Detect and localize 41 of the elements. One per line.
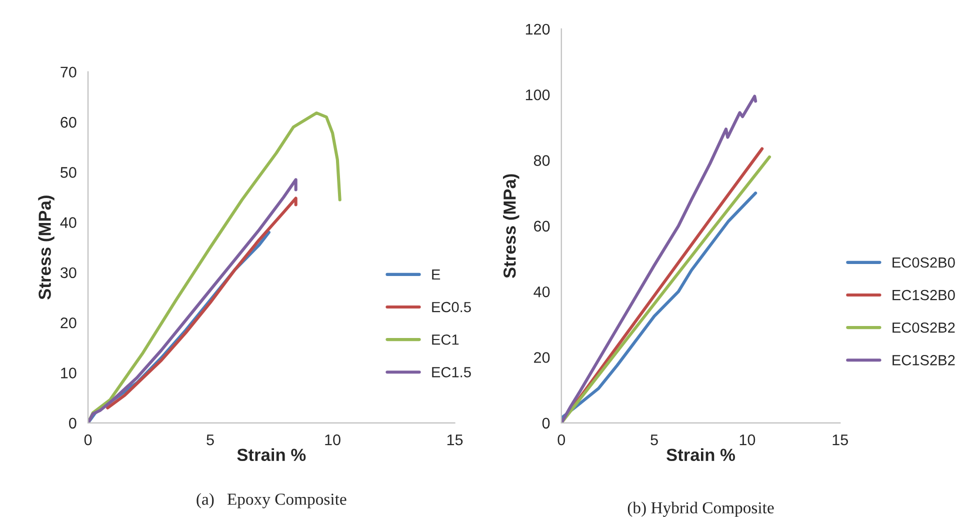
y-tick-label: 60 [534, 220, 550, 232]
x-tick-label: 0 [84, 434, 92, 446]
y-tick-label: 0 [542, 418, 550, 429]
y-tick-label: 80 [534, 155, 550, 166]
y-tick-label: 0 [69, 418, 76, 429]
y-tick-label: 20 [534, 352, 550, 363]
line-series [561, 192, 758, 420]
x-tick-label: 10 [740, 434, 756, 446]
y-tick-label: 100 [526, 89, 550, 100]
legend-label: E [432, 270, 440, 280]
legend-label: EC0S2B0 [892, 257, 955, 268]
x-tick-label: 15 [447, 434, 463, 446]
y-axis-title: Stress (MPa) [503, 174, 520, 278]
legend-label: EC0.5 [432, 302, 471, 312]
y-tick-label: 20 [60, 317, 76, 328]
x-tick-label: 10 [325, 434, 340, 446]
x-axis-title: Strain % [237, 448, 306, 462]
legend-label: EC1 [432, 334, 459, 345]
x-tick-label: 5 [650, 434, 658, 446]
x-tick-label: 15 [832, 434, 848, 446]
legend-label: EC1S2B2 [892, 355, 955, 366]
legend-label: EC1.5 [432, 367, 471, 378]
legend-label: EC0S2B2 [892, 322, 955, 333]
line-series [561, 94, 758, 423]
y-tick-label: 50 [60, 167, 76, 178]
y-tick-label: 120 [526, 24, 550, 35]
x-axis-title: Strain % [666, 448, 736, 462]
y-tick-label: 60 [60, 116, 76, 128]
x-tick-label: 0 [558, 434, 566, 446]
y-axis-title: Stress (MPa) [38, 196, 54, 300]
line-series [88, 178, 298, 423]
y-tick-label: 30 [60, 267, 76, 278]
y-tick-label: 70 [60, 66, 76, 78]
x-tick-label: 5 [206, 434, 214, 446]
text: (a) Epoxy Composite [196, 493, 346, 508]
y-tick-label: 40 [534, 286, 550, 298]
y-tick-label: 10 [61, 368, 76, 378]
text: (b) Hybrid Composite [628, 502, 774, 517]
legend-label: EC1S2B0 [892, 290, 955, 300]
line-series [106, 196, 298, 410]
y-tick-label: 40 [60, 217, 76, 228]
